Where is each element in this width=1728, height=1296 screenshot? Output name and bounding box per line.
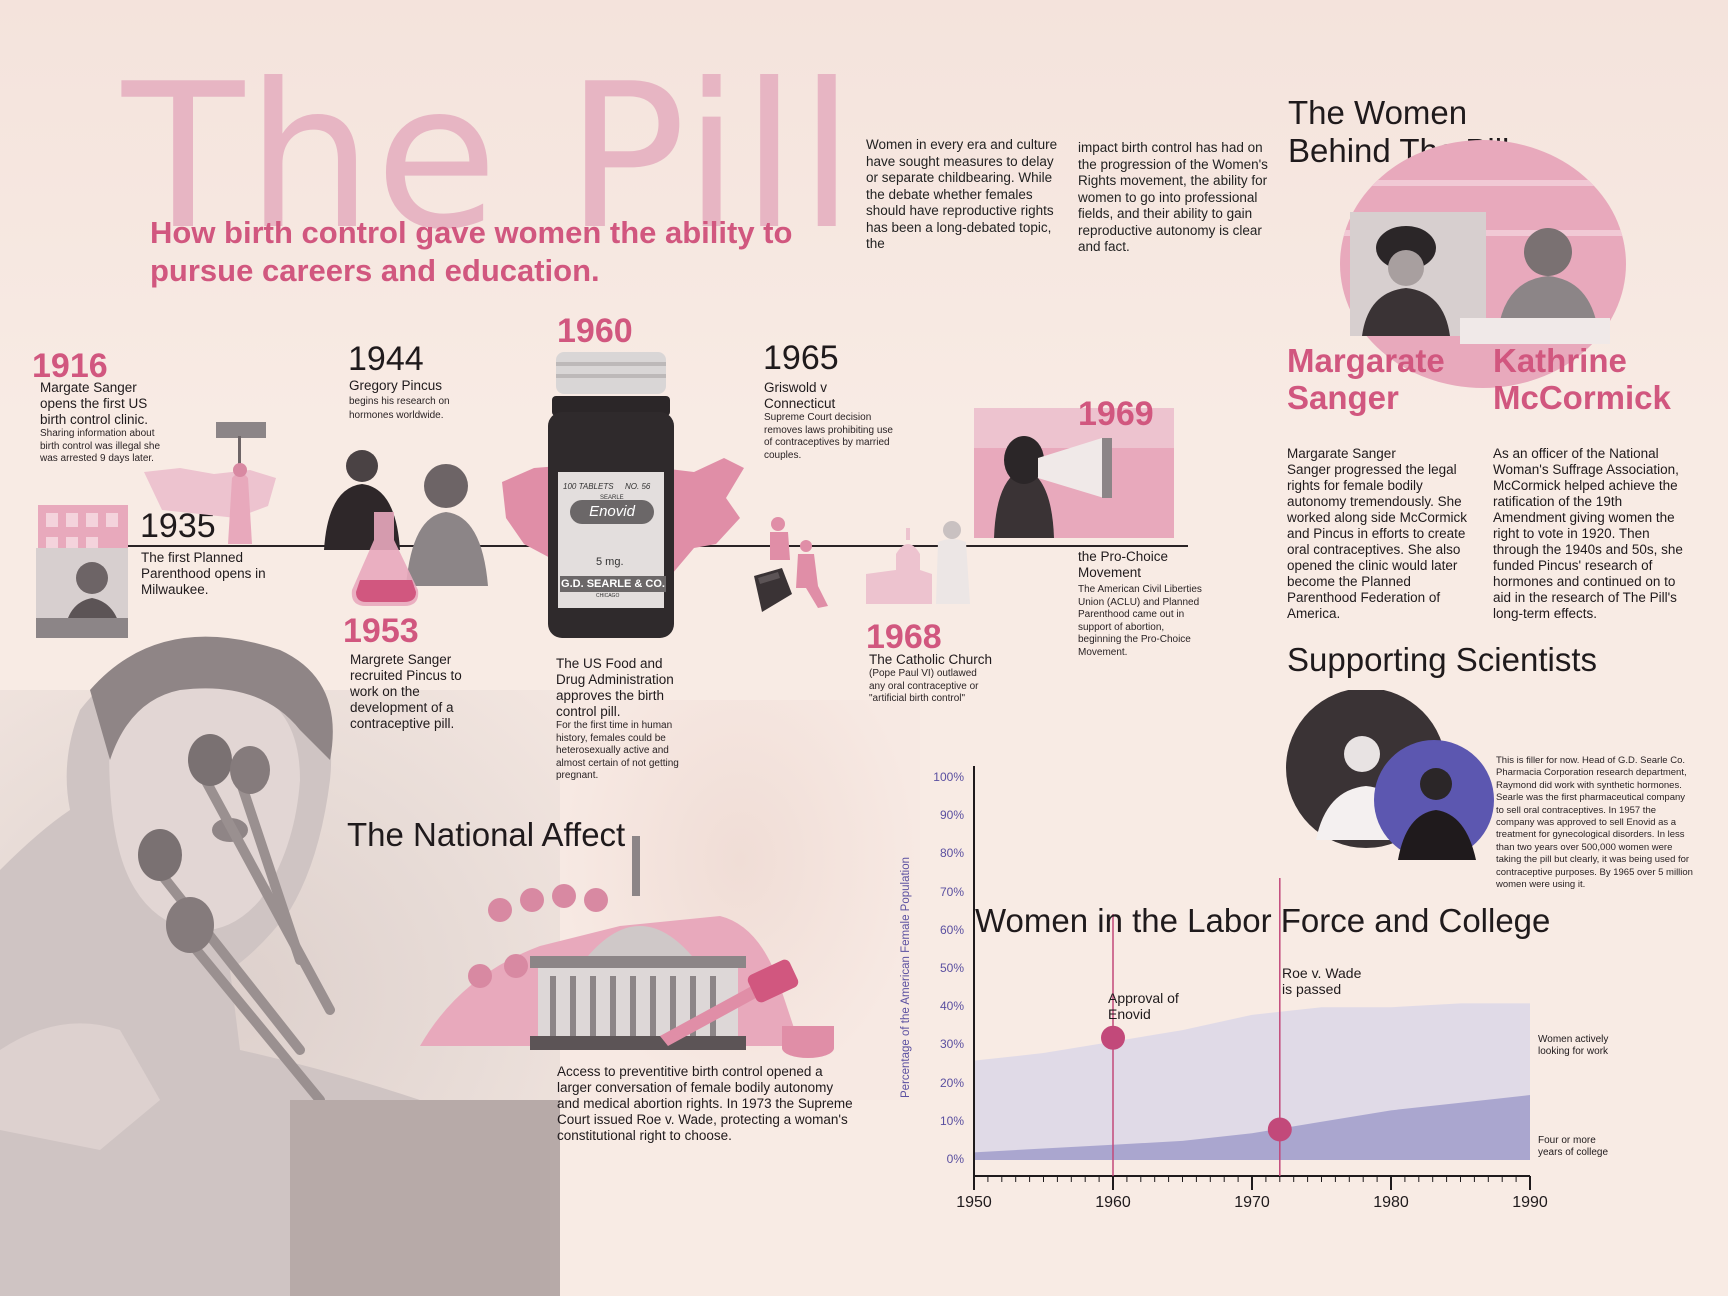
series-label-college: Four or more years of college <box>1538 1135 1609 1158</box>
x-tick-label: 1990 <box>1512 1194 1548 1211</box>
year-1969: 1969 <box>1078 395 1154 433</box>
y-tick-label: 30% <box>939 1037 964 1052</box>
speaker-at-microphones-illustration <box>0 636 560 1296</box>
y-tick-label: 20% <box>939 1075 964 1090</box>
megaphone-protest-photo <box>974 408 1174 538</box>
mccormick-name: Kathrine McCormick <box>1493 342 1671 416</box>
scientists-heading: Supporting Scientists <box>1287 641 1598 678</box>
bottle-number-label: NO. 56 <box>625 482 651 491</box>
chart-title: Women in the Labor Force and College <box>975 902 1551 939</box>
event-1965-text: Griswold v Connecticut <box>764 380 836 411</box>
year-1916: 1916 <box>32 347 108 385</box>
national-heading: The National Affect <box>347 816 626 853</box>
event-1960-detail: For the first time in human history, fem… <box>556 720 679 781</box>
vatican-pope-illustration <box>866 521 970 604</box>
y-tick-label: 40% <box>939 999 964 1014</box>
event-1916-text: Margate Sanger opens the first US birth … <box>40 380 149 427</box>
event-1944-text: Gregory Pincus <box>349 378 443 393</box>
event-1944-detail: begins his research on hormones worldwid… <box>349 396 450 421</box>
event-1916-detail: Sharing information about birth control … <box>40 428 161 464</box>
x-tick-label: 1980 <box>1373 1194 1409 1211</box>
bottle-tablets-label: 100 TABLETS <box>563 482 614 491</box>
series-area-1 <box>974 1095 1530 1160</box>
year-1944: 1944 <box>348 340 424 378</box>
bottle-name-label: Enovid <box>570 500 654 524</box>
national-text: Access to preventitive birth control ope… <box>557 1064 853 1143</box>
bottle-brand-label: SEARLE <box>600 495 624 501</box>
event-1960-text: The US Food and Drug Administration appr… <box>556 656 674 719</box>
page-title: The Pill <box>122 41 857 274</box>
y-tick-label: 70% <box>939 884 964 899</box>
event-1935-text: The first Planned Parenthood opens in Mi… <box>141 550 266 597</box>
proposal-ring-illustration <box>754 517 828 612</box>
y-tick-label: 100% <box>933 770 964 784</box>
event-1969-text: the Pro-Choice Movement <box>1078 549 1169 580</box>
year-1953: 1953 <box>343 612 419 650</box>
event-1965-detail: Supreme Court decision removes laws proh… <box>764 412 893 461</box>
x-tick-label: 1960 <box>1095 1194 1131 1211</box>
intro-column-1: Women in every era and culture have soug… <box>866 137 1058 251</box>
sanger-mccormick-photo <box>1340 140 1626 388</box>
sanger-at-desk-photo <box>36 548 128 638</box>
event-1968-detail: (Pope Paul VI) outlawed any oral contrac… <box>869 668 979 704</box>
scientists-photos <box>1286 690 1494 860</box>
event-1968-text: The Catholic Church <box>869 652 993 667</box>
event-1969-detail: The American Civil Liberties Union (ACLU… <box>1078 584 1202 658</box>
year-1960: 1960 <box>557 312 633 350</box>
x-tick-label: 1950 <box>956 1194 992 1211</box>
year-1935: 1935 <box>140 507 216 545</box>
chart-y-axis-label: Percentage of the American Female Popula… <box>900 856 912 1098</box>
bottle-dose-label: 5 mg. <box>596 556 624 568</box>
capitol-justices-gavel-illustration <box>420 836 834 1058</box>
series-label-looking-for-work: Women actively looking for work <box>1538 1034 1609 1057</box>
pincus-sanger-flask-photo <box>324 450 488 606</box>
scientists-text: This is filler for now. Head of G.D. Sea… <box>1496 755 1693 891</box>
year-1968: 1968 <box>866 618 942 656</box>
mccormick-bio: As an officer of the National Woman's Su… <box>1493 446 1683 621</box>
bottle-city-label: CHICAGO <box>596 593 620 599</box>
annotation-enovid: Approval of Enovid <box>1108 990 1179 1022</box>
page-subtitle: How birth control gave women the ability… <box>150 215 793 288</box>
y-tick-label: 60% <box>939 922 964 937</box>
event-1953-text: Margrete Sanger recruited Pincus to work… <box>350 652 462 731</box>
y-tick-label: 0% <box>946 1152 964 1166</box>
year-1965: 1965 <box>763 339 839 377</box>
usa-map-protest-illustration <box>144 422 276 544</box>
x-tick-label: 1970 <box>1234 1194 1270 1211</box>
sanger-bio: Margarate Sanger Sanger progressed the l… <box>1287 446 1468 621</box>
labor-college-chart <box>973 766 1531 1190</box>
sanger-name: Margarate Sanger <box>1287 342 1445 416</box>
y-tick-label: 50% <box>939 961 964 975</box>
y-tick-label: 10% <box>939 1113 964 1128</box>
annotation-dot-1 <box>1267 1117 1292 1142</box>
y-tick-label: 90% <box>939 808 964 823</box>
intro-column-2: impact birth control has had on the prog… <box>1078 140 1268 254</box>
y-tick-label: 80% <box>939 846 964 861</box>
annotation-roe-v-wade: Roe v. Wade is passed <box>1282 965 1362 997</box>
bottle-maker-label: G.D. SEARLE & CO. <box>560 576 666 592</box>
annotation-dot-0 <box>1101 1025 1125 1050</box>
